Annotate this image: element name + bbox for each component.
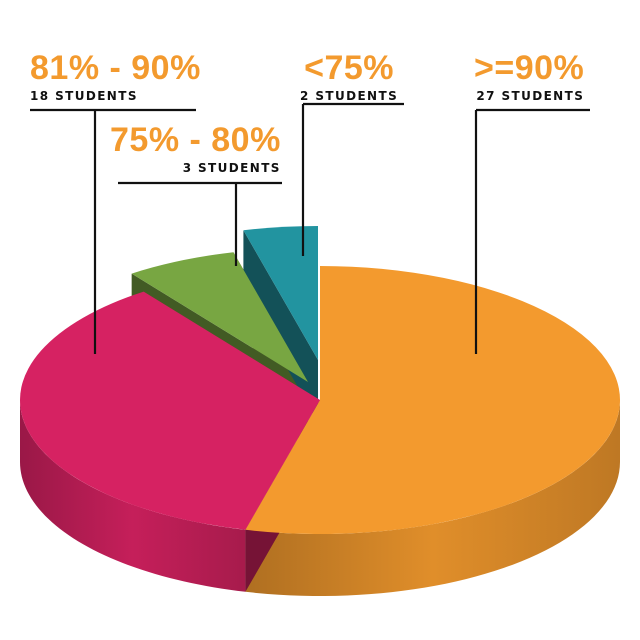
- slice-label-81-90: 81% - 90% 18 STUDENTS: [30, 51, 201, 103]
- pie-slice-ge-90: [245, 266, 620, 535]
- pie-slice-75-80: [131, 252, 308, 382]
- leader-line-75-80: [118, 181, 282, 266]
- leader-line-lt-75: [301, 102, 404, 256]
- slice-percent-label: >=90%: [474, 49, 585, 87]
- slice-count-label: 3 STUDENTS: [182, 161, 281, 175]
- slice-percent-label: 75% - 80%: [110, 121, 281, 159]
- leader-line-ge-90: [474, 108, 590, 354]
- slice-count-label: 2 STUDENTS: [300, 89, 399, 103]
- pie-side-81-90: [20, 400, 246, 592]
- slice-label-90-plus: >=90% 27 STUDENTS: [474, 51, 584, 103]
- slice-label-below-75: <75% 2 STUDENTS: [300, 51, 398, 103]
- slice-count-label: 27 STUDENTS: [476, 89, 585, 103]
- pie-slice-lt-75: [243, 226, 318, 360]
- slice-label-75-80: 75% - 80% 3 STUDENTS: [110, 123, 281, 175]
- slice-percent-label: 81% - 90%: [30, 49, 201, 87]
- slice-count-label: 18 STUDENTS: [30, 89, 138, 103]
- pie-side-ge-90: [245, 400, 620, 596]
- leader-lines: [30, 102, 590, 354]
- leader-line-81-90: [30, 108, 196, 354]
- pie-tops: [19, 226, 620, 535]
- slice-percent-label: <75%: [304, 49, 395, 87]
